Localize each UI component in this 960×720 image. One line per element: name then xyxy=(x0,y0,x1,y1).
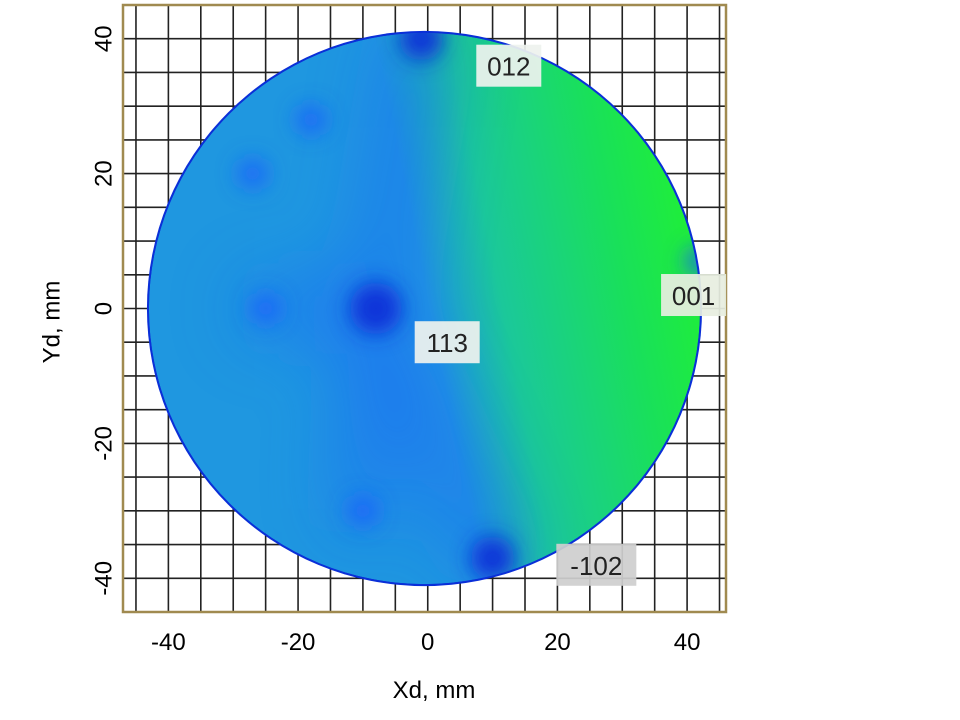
detector-field xyxy=(148,32,701,585)
y-axis-label: Yd, mm xyxy=(39,281,66,364)
y-axis-ticks: 40 20 0 -20 -40 xyxy=(91,25,118,595)
x-tick-label: -20 xyxy=(281,629,316,656)
x-tick-label: -40 xyxy=(151,629,186,656)
pole-spot xyxy=(684,245,701,278)
pole-label: 001 xyxy=(661,274,727,317)
x-tick-label: 20 xyxy=(544,629,571,656)
x-tick-label: 40 xyxy=(674,629,701,656)
pole-spot xyxy=(236,157,269,190)
y-tick-label: 20 xyxy=(91,160,118,187)
pole-spot xyxy=(349,282,402,335)
kikuchi-band xyxy=(352,32,445,332)
y-tick-label: -20 xyxy=(91,426,118,461)
y-tick-label: -40 xyxy=(91,561,118,596)
pole-label-box xyxy=(556,543,637,586)
pole-label-text: -102 xyxy=(570,551,622,581)
pole-label-text: 012 xyxy=(487,52,530,82)
y-tick-label: 0 xyxy=(91,302,118,315)
pole-spot xyxy=(295,103,328,136)
pole-label-text: 113 xyxy=(426,328,467,358)
pole-label-box xyxy=(476,44,542,87)
x-axis-ticks: -40 -20 0 20 40 xyxy=(151,629,700,656)
pole-label: 012 xyxy=(476,44,542,87)
plot-area xyxy=(121,3,728,614)
y-tick-label: 40 xyxy=(91,25,118,52)
pole-spot xyxy=(470,536,515,581)
pole-spot xyxy=(399,32,444,61)
kikuchi-band xyxy=(339,285,399,534)
x-axis-label: Xd, mm xyxy=(393,677,476,704)
detector-disk xyxy=(146,30,703,587)
pole-label-box xyxy=(414,321,480,364)
pole-spot xyxy=(249,292,282,325)
pole-spot xyxy=(346,494,379,527)
pole-label: 113 xyxy=(414,321,480,364)
pole-label-box xyxy=(661,274,727,317)
pole-label-text: 001 xyxy=(672,281,715,311)
pole-label: -102 xyxy=(556,543,637,586)
x-tick-label: 0 xyxy=(421,629,434,656)
annotations: 012 113 001 -102 xyxy=(414,44,727,586)
